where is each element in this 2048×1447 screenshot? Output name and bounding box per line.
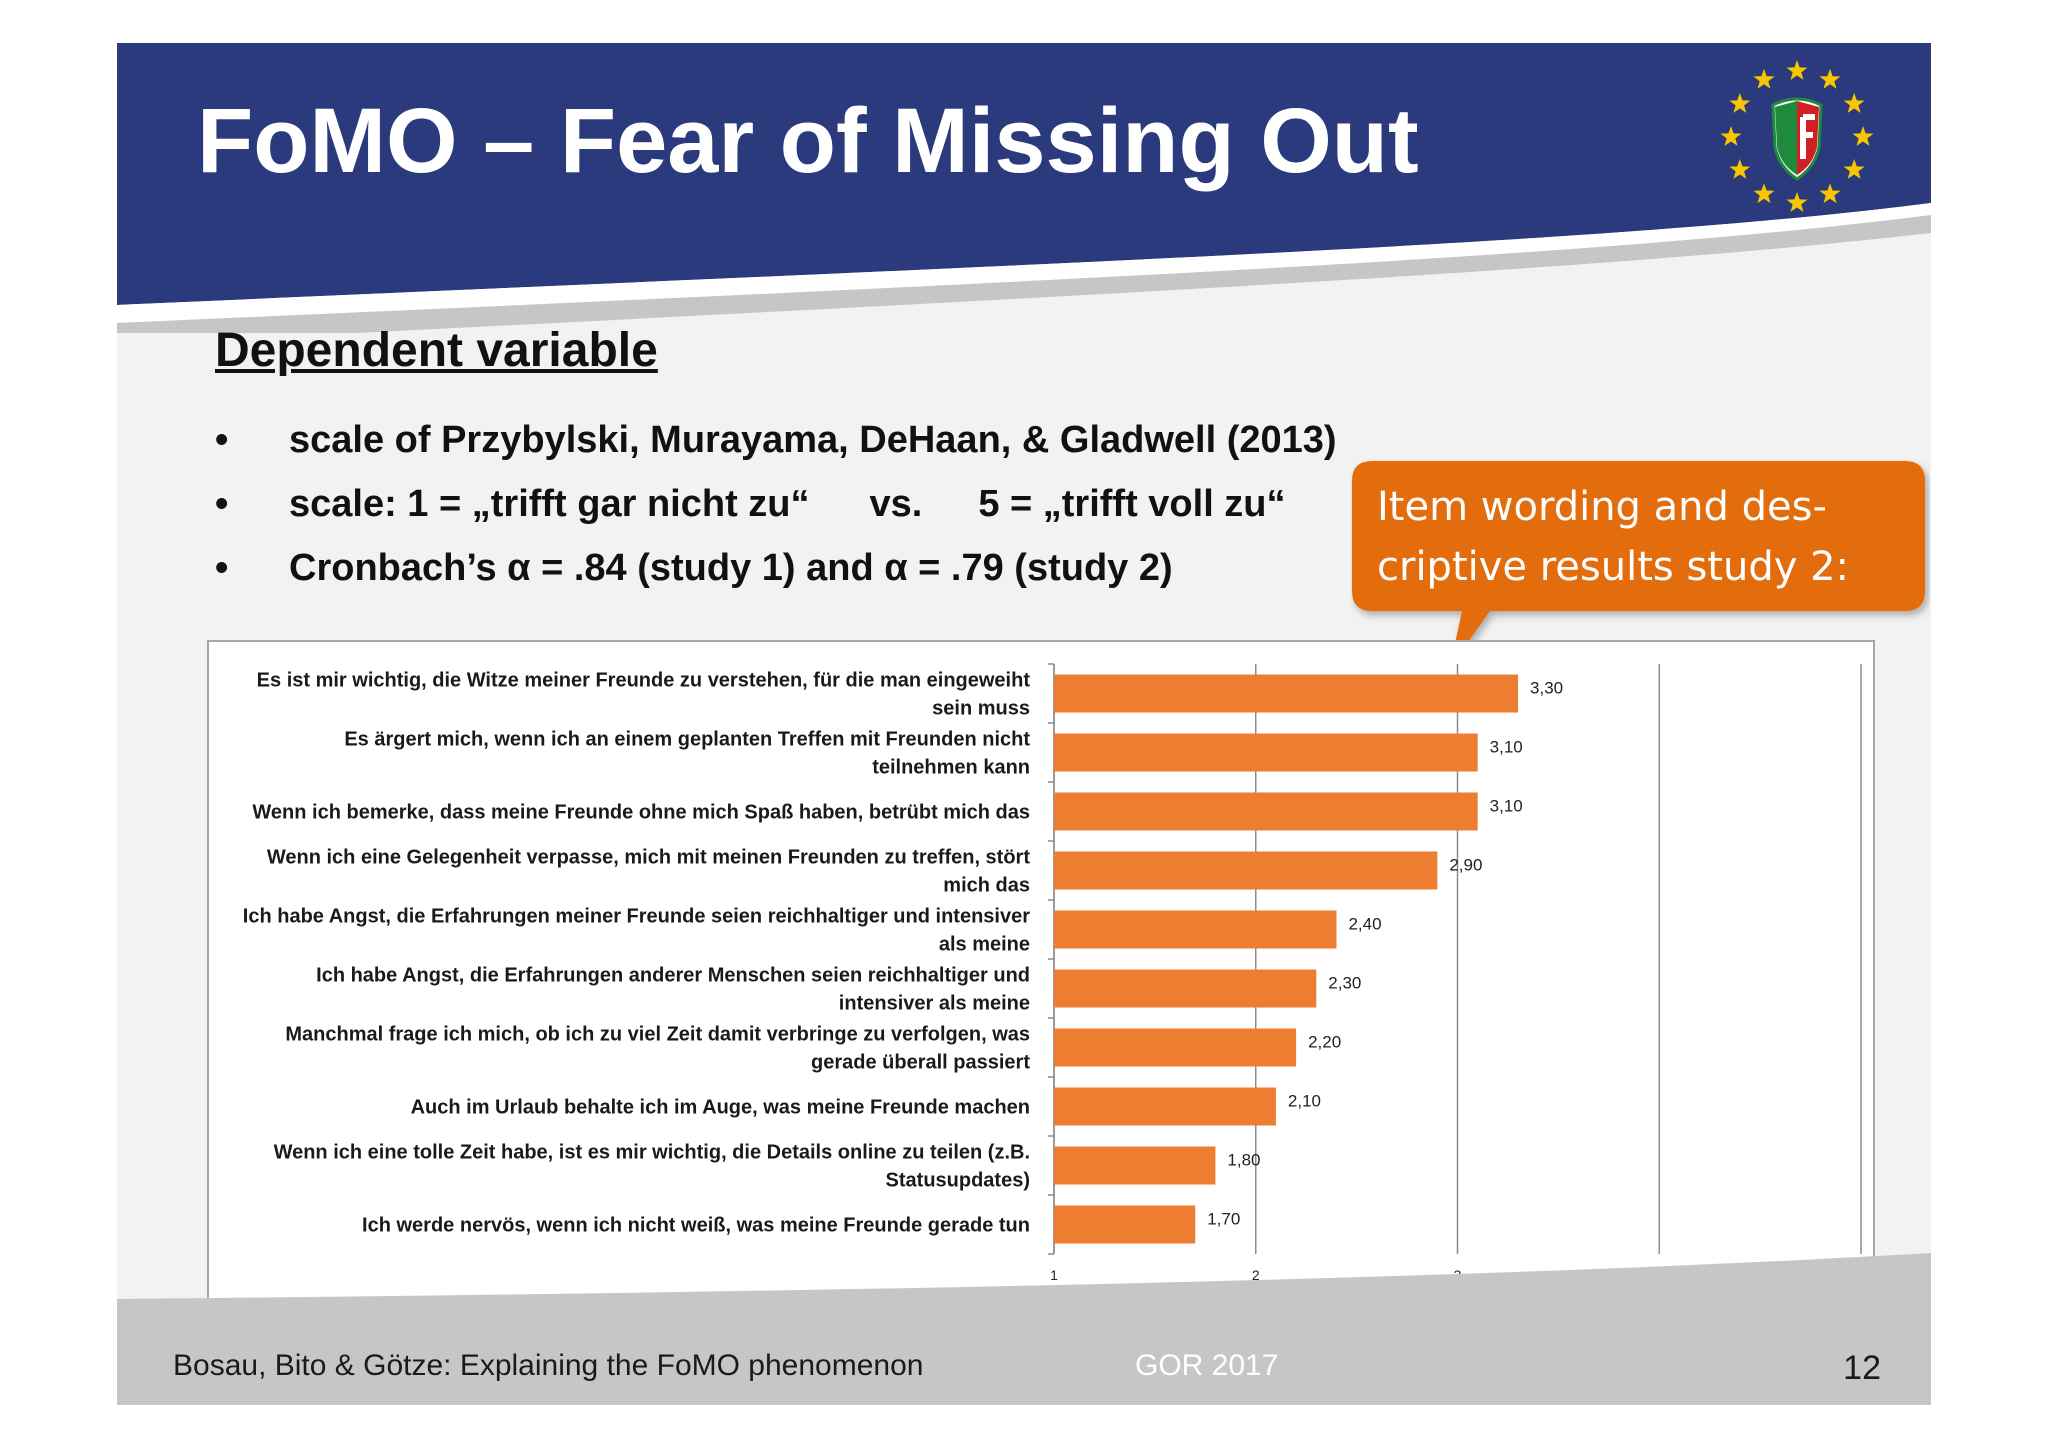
category-label: als meine [939, 934, 1030, 956]
bar [1054, 792, 1478, 831]
category-label: Es ärgert mich, wenn ich an einem geplan… [344, 729, 1030, 751]
header-band [117, 43, 1931, 333]
eu-stars-crest-logo-icon [1720, 60, 1874, 212]
slide: FoMO – Fear of Missing Out Dependent var… [117, 43, 1931, 1405]
star-icon [1819, 68, 1841, 89]
footer-conference: GOR 2017 [1135, 1349, 1279, 1382]
data-label: 1,80 [1227, 1151, 1260, 1170]
star-icon [1729, 93, 1751, 113]
footer-authors: Bosau, Bito & Götze: Explaining the FoMO… [173, 1349, 924, 1382]
category-label: intensiver als meine [839, 993, 1030, 1015]
star-icon [1843, 159, 1865, 179]
scale-vs-text: vs. [869, 483, 923, 525]
bullet-text: scale of Przybylski, Murayama, DeHaan, &… [289, 419, 1337, 461]
bullet-text: Cronbach’s α = .84 (study 1) and α = .79… [289, 547, 1173, 589]
star-icon [1786, 60, 1808, 80]
category-label: Wenn ich eine Gelegenheit verpasse, mich… [267, 847, 1030, 869]
data-label: 2,20 [1308, 1033, 1341, 1052]
category-label: Ich habe Angst, die Erfahrungen meiner F… [243, 906, 1030, 928]
category-label: Es ist mir wichtig, die Witze meiner Fre… [257, 670, 1031, 692]
data-label: 3,10 [1490, 797, 1523, 816]
star-icon [1852, 126, 1874, 146]
bar [1054, 1146, 1216, 1185]
subheading: Dependent variable [215, 324, 658, 377]
bullet-item: • Cronbach’s α = .84 (study 1) and α = .… [215, 536, 1337, 600]
callout-bubble [1352, 461, 1925, 667]
bullet-dot-icon: • [215, 547, 229, 589]
category-label: Manchmal frage ich mich, ob ich zu viel … [285, 1024, 1030, 1046]
star-icon [1786, 192, 1808, 212]
category-label: Ich habe Angst, die Erfahrungen anderer … [316, 965, 1030, 987]
star-icon [1720, 126, 1742, 146]
data-label: 3,30 [1530, 679, 1563, 698]
bar [1054, 969, 1317, 1008]
star-icon [1819, 183, 1841, 204]
category-label: gerade überall passiert [811, 1052, 1030, 1074]
star-icon [1753, 183, 1775, 204]
bar [1054, 1087, 1276, 1126]
data-label: 2,40 [1348, 915, 1381, 934]
data-label: 2,10 [1288, 1092, 1321, 1111]
category-label: sein muss [932, 698, 1030, 720]
star-icon [1843, 93, 1865, 113]
category-label: mich das [943, 875, 1030, 897]
category-label: Statusupdates) [886, 1170, 1030, 1192]
star-icon [1753, 68, 1775, 89]
scale-low-text: scale: 1 = „trifft gar nicht zu“ [289, 483, 810, 525]
data-label: 1,70 [1207, 1210, 1240, 1229]
bar [1054, 1028, 1297, 1067]
bullet-list: • scale of Przybylski, Murayama, DeHaan,… [215, 408, 1337, 600]
bar [1054, 1205, 1196, 1244]
callout-line: criptive results study 2: [1377, 544, 1850, 590]
bar [1054, 851, 1438, 890]
category-label: Wenn ich bemerke, dass meine Freunde ohn… [252, 802, 1030, 824]
scale-high-text: 5 = „trifft voll zu“ [978, 483, 1286, 525]
callout-text: Item wording and des- criptive results s… [1377, 477, 1897, 597]
bullet-dot-icon: • [215, 483, 229, 525]
category-label: Wenn ich eine tolle Zeit habe, ist es mi… [274, 1142, 1030, 1164]
callout-line: Item wording and des- [1377, 484, 1827, 530]
bullet-item: • scale: 1 = „trifft gar nicht zu“ vs. 5 =… [215, 472, 1337, 536]
data-label: 2,90 [1449, 856, 1482, 875]
data-label: 2,30 [1328, 974, 1361, 993]
slide-title: FoMO – Fear of Missing Out [197, 90, 1419, 192]
star-icon [1729, 159, 1751, 179]
bar [1054, 910, 1337, 949]
category-label: Ich werde nervös, wenn ich nicht weiß, w… [362, 1215, 1030, 1237]
category-label: teilnehmen kann [872, 757, 1030, 779]
footer-band [117, 1253, 1931, 1405]
page-number: 12 [1843, 1349, 1881, 1387]
bullet-item: • scale of Przybylski, Murayama, DeHaan,… [215, 408, 1337, 472]
data-label: 3,10 [1490, 738, 1523, 757]
x-tick-label: 2 [1252, 1267, 1260, 1283]
category-label: Auch im Urlaub behalte ich im Auge, was … [411, 1097, 1030, 1119]
bar [1054, 674, 1519, 713]
x-tick-label: 1 [1050, 1267, 1058, 1283]
bullet-dot-icon: • [215, 419, 229, 461]
bar [1054, 733, 1478, 772]
